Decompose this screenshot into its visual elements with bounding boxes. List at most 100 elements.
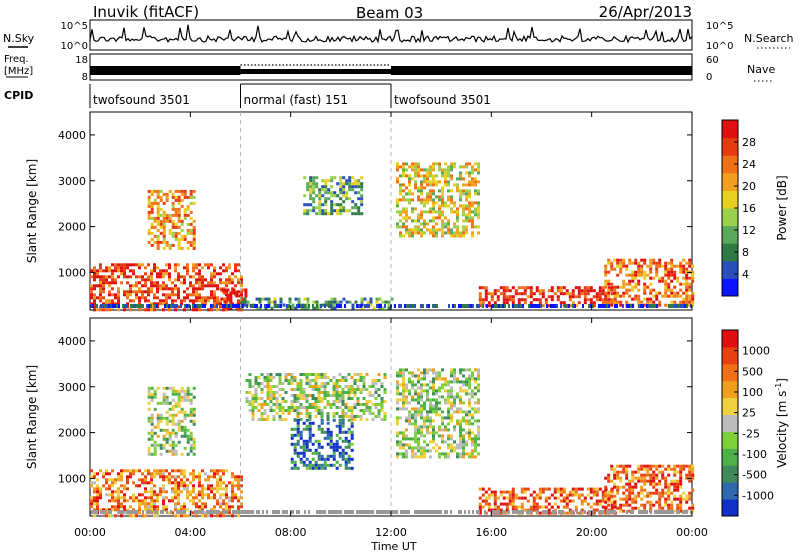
echo-cell — [150, 472, 153, 476]
echo-cell — [447, 410, 450, 414]
echo-cell — [649, 258, 653, 262]
colorbar-swatch — [722, 172, 738, 191]
echo-cell — [372, 306, 376, 310]
echo-cell — [123, 511, 126, 515]
echo-cell — [423, 452, 426, 456]
echo-cell — [347, 427, 351, 431]
echo-cell — [336, 203, 340, 207]
echo-cell — [402, 371, 405, 375]
echo-cell — [499, 511, 503, 515]
echo-cell — [444, 416, 447, 420]
echo-cell — [297, 300, 301, 304]
echo-cell — [634, 482, 638, 486]
echo-cell — [93, 308, 96, 312]
echo-cell — [670, 273, 674, 277]
echo-cell — [168, 228, 172, 232]
echo-cell — [320, 412, 324, 415]
echo-cell — [210, 496, 213, 500]
echo-cell — [192, 422, 196, 426]
echo-cell — [402, 168, 405, 172]
echo-cell — [222, 281, 225, 285]
echo-cell — [183, 290, 186, 294]
echo-cell — [189, 281, 192, 285]
echo-cell — [232, 288, 236, 292]
echo-cell — [216, 304, 218, 308]
echo-cell — [368, 409, 372, 412]
echo-cell — [219, 496, 222, 500]
echo-cell — [658, 491, 662, 495]
echo-cell — [174, 508, 177, 512]
echo-cell — [625, 282, 629, 286]
echo-cell — [275, 397, 279, 400]
echo-cell — [327, 191, 331, 195]
echo-cell — [658, 470, 662, 474]
echo-cell — [204, 304, 206, 308]
echo-cell — [396, 374, 399, 378]
echo-cell — [147, 308, 150, 312]
echo-cell — [435, 201, 438, 205]
echo-cell — [478, 286, 482, 290]
echo-cell — [341, 424, 345, 428]
echo-cell — [120, 272, 123, 276]
echo-cell — [177, 195, 181, 199]
echo-cell — [466, 304, 468, 308]
echo-cell — [177, 189, 181, 193]
echo-cell — [667, 288, 671, 292]
echo-cell — [426, 395, 429, 399]
echo-cell — [329, 445, 333, 449]
echo-cell — [123, 272, 126, 276]
echo-cell — [126, 293, 129, 297]
echo-cell — [420, 234, 423, 238]
echo-cell — [320, 385, 324, 388]
echo-cell — [342, 185, 346, 189]
echo-cell — [371, 412, 375, 415]
echo-cell — [374, 397, 378, 400]
echo-cell — [260, 412, 264, 415]
echo-cell — [556, 289, 560, 293]
echo-cell — [529, 505, 533, 509]
echo-cell — [219, 305, 222, 309]
echo-cell — [441, 189, 444, 193]
echo-cell — [420, 180, 423, 184]
echo-cell — [290, 427, 294, 431]
echo-cell — [141, 284, 144, 288]
echo-cell — [588, 510, 590, 514]
echo-cell — [417, 410, 420, 414]
echo-cell — [679, 270, 683, 274]
echo-cell — [174, 481, 177, 485]
echo-cell — [684, 304, 686, 308]
echo-cell — [441, 452, 444, 456]
echo-cell — [679, 482, 683, 486]
echo-cell — [476, 510, 478, 514]
echo-cell — [108, 472, 111, 476]
echo-cell — [330, 203, 334, 207]
echo-cell — [135, 275, 138, 279]
echo-cell — [673, 294, 677, 298]
echo-cell — [481, 499, 485, 503]
echo-cell — [223, 297, 227, 301]
echo-cell — [280, 304, 282, 308]
echo-cell — [682, 491, 686, 495]
echo-cell — [90, 481, 93, 485]
echo-cell — [447, 189, 450, 193]
echo-cell — [177, 278, 180, 282]
echo-cell — [198, 269, 201, 273]
echo-cell — [350, 385, 354, 388]
echo-cell — [471, 440, 474, 444]
echo-cell — [450, 446, 453, 450]
echo-cell — [600, 304, 602, 308]
echo-cell — [177, 287, 180, 291]
echo-cell — [326, 433, 330, 437]
echo-cell — [198, 308, 201, 312]
echo-cell — [204, 514, 207, 518]
echo-cell — [656, 304, 658, 308]
echo-cell — [661, 470, 665, 474]
echo-cell — [93, 278, 96, 282]
echo-cell — [171, 481, 174, 485]
echo-cell — [350, 466, 354, 470]
echo-cell — [459, 434, 462, 438]
echo-cell — [676, 264, 680, 268]
echo-cell — [432, 162, 435, 166]
echo-cell — [583, 286, 587, 290]
echo-cell — [640, 510, 642, 514]
